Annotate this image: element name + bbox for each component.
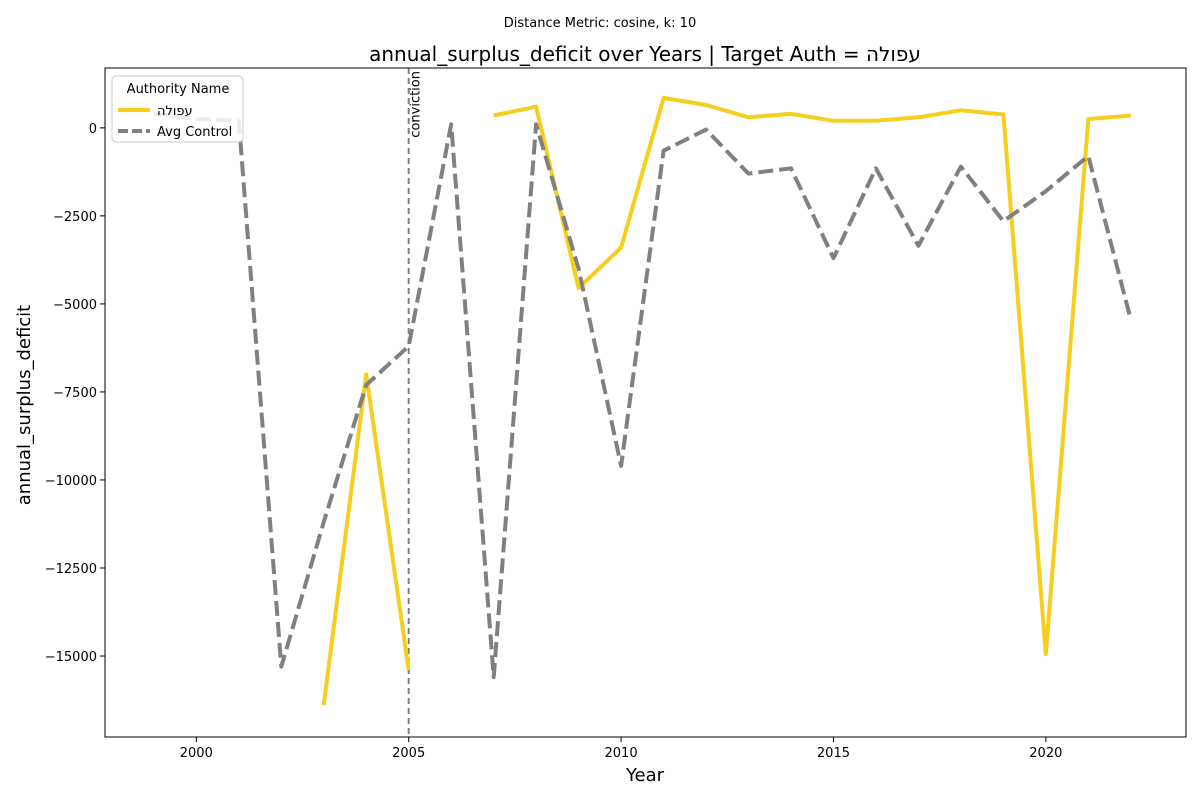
x-tick-label: 2010	[605, 746, 638, 761]
y-tick-label: −12500	[45, 562, 97, 577]
plot-frame	[104, 67, 1187, 738]
legend-label: Avg Control	[157, 125, 232, 140]
y-tick-label: 0	[89, 122, 97, 137]
x-tick-label: 2015	[817, 746, 850, 761]
y-axis-title: annual_surplus_deficit	[14, 305, 35, 505]
y-tick-label: −2500	[53, 210, 97, 225]
y-tick-label: −5000	[53, 298, 97, 313]
x-tick-label: 2000	[180, 746, 213, 761]
y-tick-label: −15000	[45, 650, 97, 665]
chart-suptitle: Distance Metric: cosine, k: 10	[504, 16, 696, 31]
annotation-label: conviction	[409, 71, 424, 138]
y-tick-label: −7500	[53, 386, 97, 401]
x-tick-label: 2005	[392, 746, 425, 761]
x-tick-label: 2020	[1029, 746, 1062, 761]
series-line-target	[321, 372, 411, 706]
legend-label: עפולה	[157, 104, 193, 119]
legend-title: Authority Name	[127, 82, 230, 97]
legend-box	[111, 75, 244, 143]
chart-title: annual_surplus_deficit over Years | Targ…	[369, 42, 921, 66]
y-tick-label: −10000	[45, 474, 97, 489]
series-line-avg-control	[153, 111, 1133, 680]
series-line-target	[493, 95, 1131, 657]
x-axis-title: Year	[625, 765, 665, 786]
